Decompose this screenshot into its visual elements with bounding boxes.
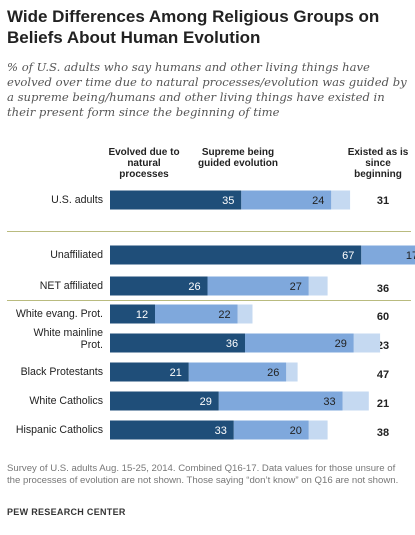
data-label: 33: [215, 425, 227, 437]
bar-segment-natural: [110, 391, 219, 411]
bar-segment-natural: [110, 190, 242, 210]
category-label: White evang. Prot.: [15, 308, 103, 320]
bar-segment-natural: [110, 304, 155, 324]
footnote: Survey of U.S. adults Aug. 15-25, 2014. …: [7, 463, 399, 486]
divider-groups: [7, 300, 411, 301]
existed-value: 60: [376, 311, 390, 323]
existed-value: 36: [376, 283, 390, 295]
bar-segment-unsure: [353, 333, 381, 353]
existed-value: 31: [376, 195, 390, 207]
bar-segment-unsure: [308, 420, 328, 440]
category-label: Black Protestants: [20, 366, 103, 378]
bar-segment-natural: [110, 333, 245, 353]
category-label: NET affiliated: [39, 280, 103, 292]
data-label: 26: [267, 367, 279, 379]
bar-segment-natural: [110, 362, 189, 382]
bar-segment-unsure: [286, 362, 298, 382]
existed-value: 21: [376, 398, 390, 410]
bar-segment-guided: [188, 362, 287, 382]
source-credit: PEW RESEARCH CENTER: [7, 507, 126, 517]
chart-title: Wide Differences Among Religious Groups …: [7, 7, 380, 47]
data-label: 17: [406, 250, 415, 262]
bar-segment-guided: [207, 276, 309, 296]
data-label: 29: [200, 396, 212, 408]
data-label: 29: [335, 338, 347, 350]
data-label: 24: [312, 195, 324, 207]
data-label: 20: [290, 425, 302, 437]
column-header-natural: Evolved due to natural processes: [108, 147, 180, 180]
bar-segment-natural: [110, 420, 234, 440]
bar-segment-unsure: [331, 190, 351, 210]
bar-segment-guided: [233, 420, 309, 440]
column-header-guided: Supreme being guided evolution: [198, 147, 278, 169]
bar-segment-unsure: [342, 391, 369, 411]
bar-segment-natural: [110, 245, 362, 265]
bar-segment-unsure: [308, 276, 328, 296]
bar-segment-guided: [361, 245, 415, 265]
data-label: 26: [188, 281, 200, 293]
data-label: 33: [323, 396, 335, 408]
bar-segment-guided: [241, 190, 332, 210]
data-label: 27: [290, 281, 302, 293]
bar-segment-unsure: [237, 304, 253, 324]
category-label: White mainline Prot.: [33, 327, 103, 351]
category-label: White Catholics: [29, 395, 103, 407]
chart-subtitle: % of U.S. adults who say humans and othe…: [7, 60, 407, 119]
data-label: 22: [218, 309, 230, 321]
data-label: 67: [342, 250, 354, 262]
data-label: 21: [170, 367, 182, 379]
data-label: 35: [222, 195, 234, 207]
column-header-existed: Existed as is since beginning: [347, 147, 409, 180]
existed-value: 38: [376, 427, 390, 439]
data-label: 36: [226, 338, 238, 350]
bar-segment-guided: [155, 304, 238, 324]
existed-value: 47: [376, 369, 390, 381]
bar-segment-natural: [110, 276, 208, 296]
category-label: Hispanic Catholics: [15, 424, 103, 436]
bar-segment-guided: [218, 391, 343, 411]
data-label: 12: [136, 309, 148, 321]
bar-segment-guided: [245, 333, 354, 353]
category-label: U.S. adults: [51, 194, 103, 206]
category-label: Unaffiliated: [50, 249, 103, 261]
divider-top: [7, 231, 411, 232]
